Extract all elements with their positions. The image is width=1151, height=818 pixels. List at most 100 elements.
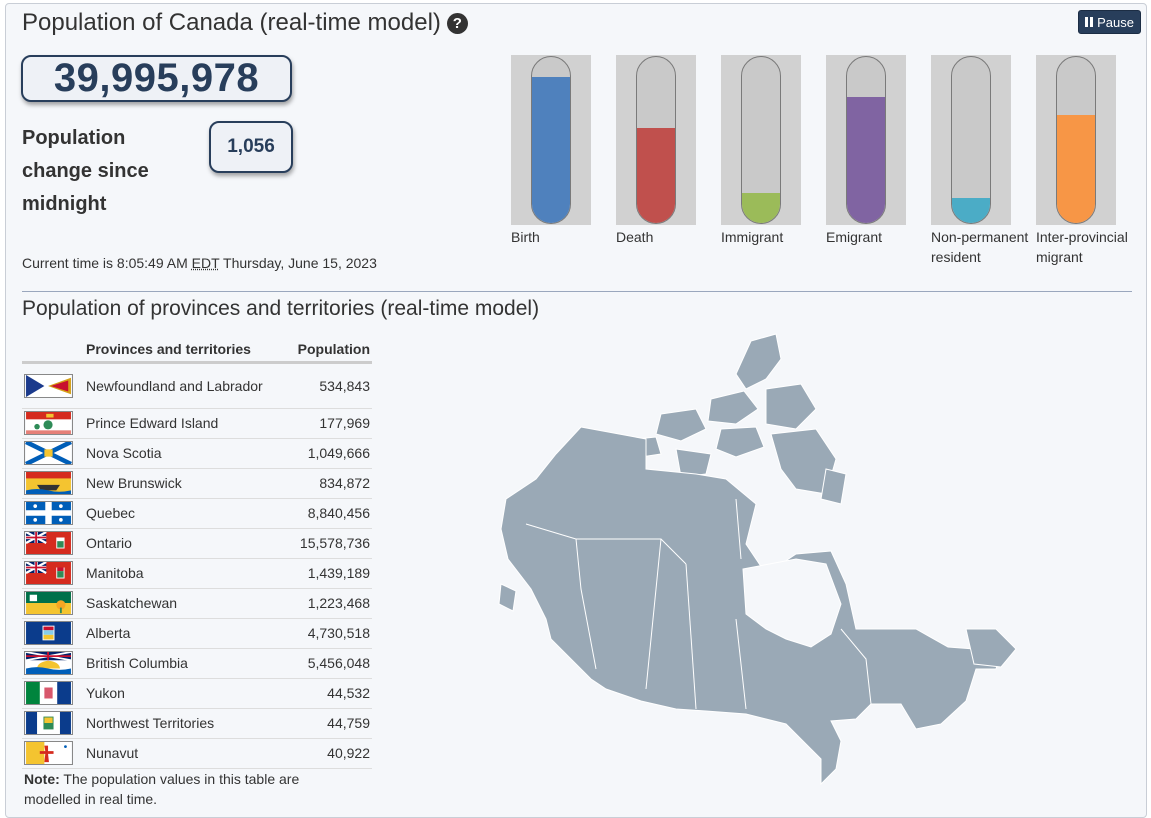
table-row: Alberta 4,730,518 bbox=[22, 618, 372, 649]
flag-cell bbox=[22, 362, 84, 409]
table-row: New Brunswick 834,872 bbox=[22, 468, 372, 499]
quebec-flag-icon bbox=[24, 501, 73, 525]
provinces-table: Provinces and territories Population New… bbox=[22, 337, 372, 769]
nunavut-flag-icon bbox=[24, 741, 73, 765]
british-columbia-flag-icon bbox=[24, 651, 73, 675]
table-row: Northwest Territories 44,759 bbox=[22, 708, 372, 739]
province-name: Ontario bbox=[84, 528, 287, 559]
province-name: Newfoundland and Labrador bbox=[84, 362, 287, 409]
flag-cell bbox=[22, 648, 84, 679]
province-name: Alberta bbox=[84, 618, 287, 649]
province-name: Quebec bbox=[84, 498, 287, 529]
province-name: New Brunswick bbox=[84, 468, 287, 499]
section-divider bbox=[22, 291, 1132, 292]
province-population: 40,922 bbox=[286, 738, 372, 769]
name-column-header: Provinces and territories bbox=[84, 337, 287, 364]
pause-icon bbox=[1085, 17, 1094, 27]
flag-cell bbox=[22, 708, 84, 739]
gauge-label: Death bbox=[616, 229, 654, 245]
alberta-flag-icon bbox=[24, 621, 73, 645]
flag-cell bbox=[22, 468, 84, 499]
provinces-title: Population of provinces and territories … bbox=[22, 297, 540, 320]
province-population: 8,840,456 bbox=[286, 498, 372, 529]
province-population: 5,456,048 bbox=[286, 648, 372, 679]
population-clock-panel: Population of Canada (real-time model) ?… bbox=[5, 3, 1147, 818]
gauge-fill bbox=[637, 128, 675, 223]
saskatchewan-flag-icon bbox=[24, 591, 73, 615]
province-population: 44,532 bbox=[286, 678, 372, 709]
nova-scotia-flag-icon bbox=[24, 441, 73, 465]
table-row: Nunavut 40,922 bbox=[22, 738, 372, 769]
province-name: Northwest Territories bbox=[84, 708, 287, 739]
province-name: Yukon bbox=[84, 678, 287, 709]
flag-cell bbox=[22, 678, 84, 709]
table-row: Quebec 8,840,456 bbox=[22, 498, 372, 529]
table-row: Prince Edward Island 177,969 bbox=[22, 408, 372, 439]
new-brunswick-flag-icon bbox=[24, 471, 73, 495]
gauge-fill bbox=[1057, 115, 1095, 223]
flag-cell bbox=[22, 498, 84, 529]
gauge-tube bbox=[741, 56, 781, 224]
province-name: British Columbia bbox=[84, 648, 287, 679]
province-name: Saskatchewan bbox=[84, 588, 287, 619]
gauge-fill bbox=[847, 96, 885, 223]
province-population: 44,759 bbox=[286, 708, 372, 739]
gauge-fill bbox=[952, 198, 990, 223]
province-population: 1,223,468 bbox=[286, 588, 372, 619]
current-time: Current time is 8:05:49 AM EDT Thursday,… bbox=[22, 255, 377, 271]
gauge-label: Emigrant bbox=[826, 229, 883, 245]
pei-flag-icon bbox=[24, 411, 73, 435]
manitoba-flag-icon bbox=[24, 561, 73, 585]
population-total-counter: 39,995,978 bbox=[21, 55, 292, 102]
canada-map-icon bbox=[498, 333, 1017, 786]
province-population: 834,872 bbox=[286, 468, 372, 499]
population-change-label: Population change since midnight bbox=[22, 127, 149, 215]
table-note: Note: The population values in this tabl… bbox=[24, 771, 300, 807]
flag-column-header bbox=[22, 337, 84, 364]
province-name: Manitoba bbox=[84, 558, 287, 589]
gauge-tube bbox=[531, 56, 571, 224]
province-population: 1,049,666 bbox=[286, 438, 372, 469]
table-row: Nova Scotia 1,049,666 bbox=[22, 438, 372, 469]
province-population: 15,578,736 bbox=[286, 528, 372, 559]
ontario-flag-icon bbox=[24, 531, 73, 555]
gauge-tube bbox=[951, 56, 991, 224]
yukon-flag-icon bbox=[24, 681, 73, 705]
flag-cell bbox=[22, 738, 84, 769]
pause-button[interactable]: Pause bbox=[1078, 10, 1141, 34]
table-row: Manitoba 1,439,189 bbox=[22, 558, 372, 589]
province-population: 1,439,189 bbox=[286, 558, 372, 589]
province-population: 534,843 bbox=[286, 362, 372, 409]
gauge-fill bbox=[532, 76, 570, 223]
population-change-counter: 1,056 bbox=[209, 121, 293, 173]
flag-cell bbox=[22, 408, 84, 439]
table-row: Newfoundland and Labrador 534,843 bbox=[22, 362, 372, 409]
component-gauges: Birth Death Immigrant Emigrant Non-permanent… bbox=[511, 55, 1131, 291]
gauge-tube bbox=[846, 56, 886, 224]
time-zone-abbr: EDT bbox=[191, 255, 220, 271]
province-name: Nunavut bbox=[84, 738, 287, 769]
gauge-tube bbox=[1056, 56, 1096, 224]
gauge-label: Birth bbox=[511, 229, 540, 245]
population-column-header: Population bbox=[286, 337, 372, 364]
flag-cell bbox=[22, 438, 84, 469]
gauge-label: Inter-provincial migrant bbox=[1036, 229, 1128, 265]
gauge-tube bbox=[636, 56, 676, 224]
flag-cell bbox=[22, 528, 84, 559]
table-row: British Columbia 5,456,048 bbox=[22, 648, 372, 679]
table-row: Saskatchewan 1,223,468 bbox=[22, 588, 372, 619]
newfoundland-flag-icon bbox=[24, 373, 73, 398]
flag-cell bbox=[22, 558, 84, 589]
gauge-label: Non-permanent resident bbox=[931, 229, 1029, 265]
province-population: 177,969 bbox=[286, 408, 372, 439]
gauge-label: Immigrant bbox=[721, 229, 784, 245]
province-name: Nova Scotia bbox=[84, 438, 287, 469]
province-name: Prince Edward Island bbox=[84, 408, 287, 439]
help-icon[interactable]: ? bbox=[446, 12, 468, 34]
table-row: Yukon 44,532 bbox=[22, 678, 372, 709]
flag-cell bbox=[22, 588, 84, 619]
page-title: Population of Canada (real-time model) ? bbox=[22, 9, 468, 37]
gauge-fill bbox=[742, 193, 780, 223]
table-row: Ontario 15,578,736 bbox=[22, 528, 372, 559]
province-population: 4,730,518 bbox=[286, 618, 372, 649]
